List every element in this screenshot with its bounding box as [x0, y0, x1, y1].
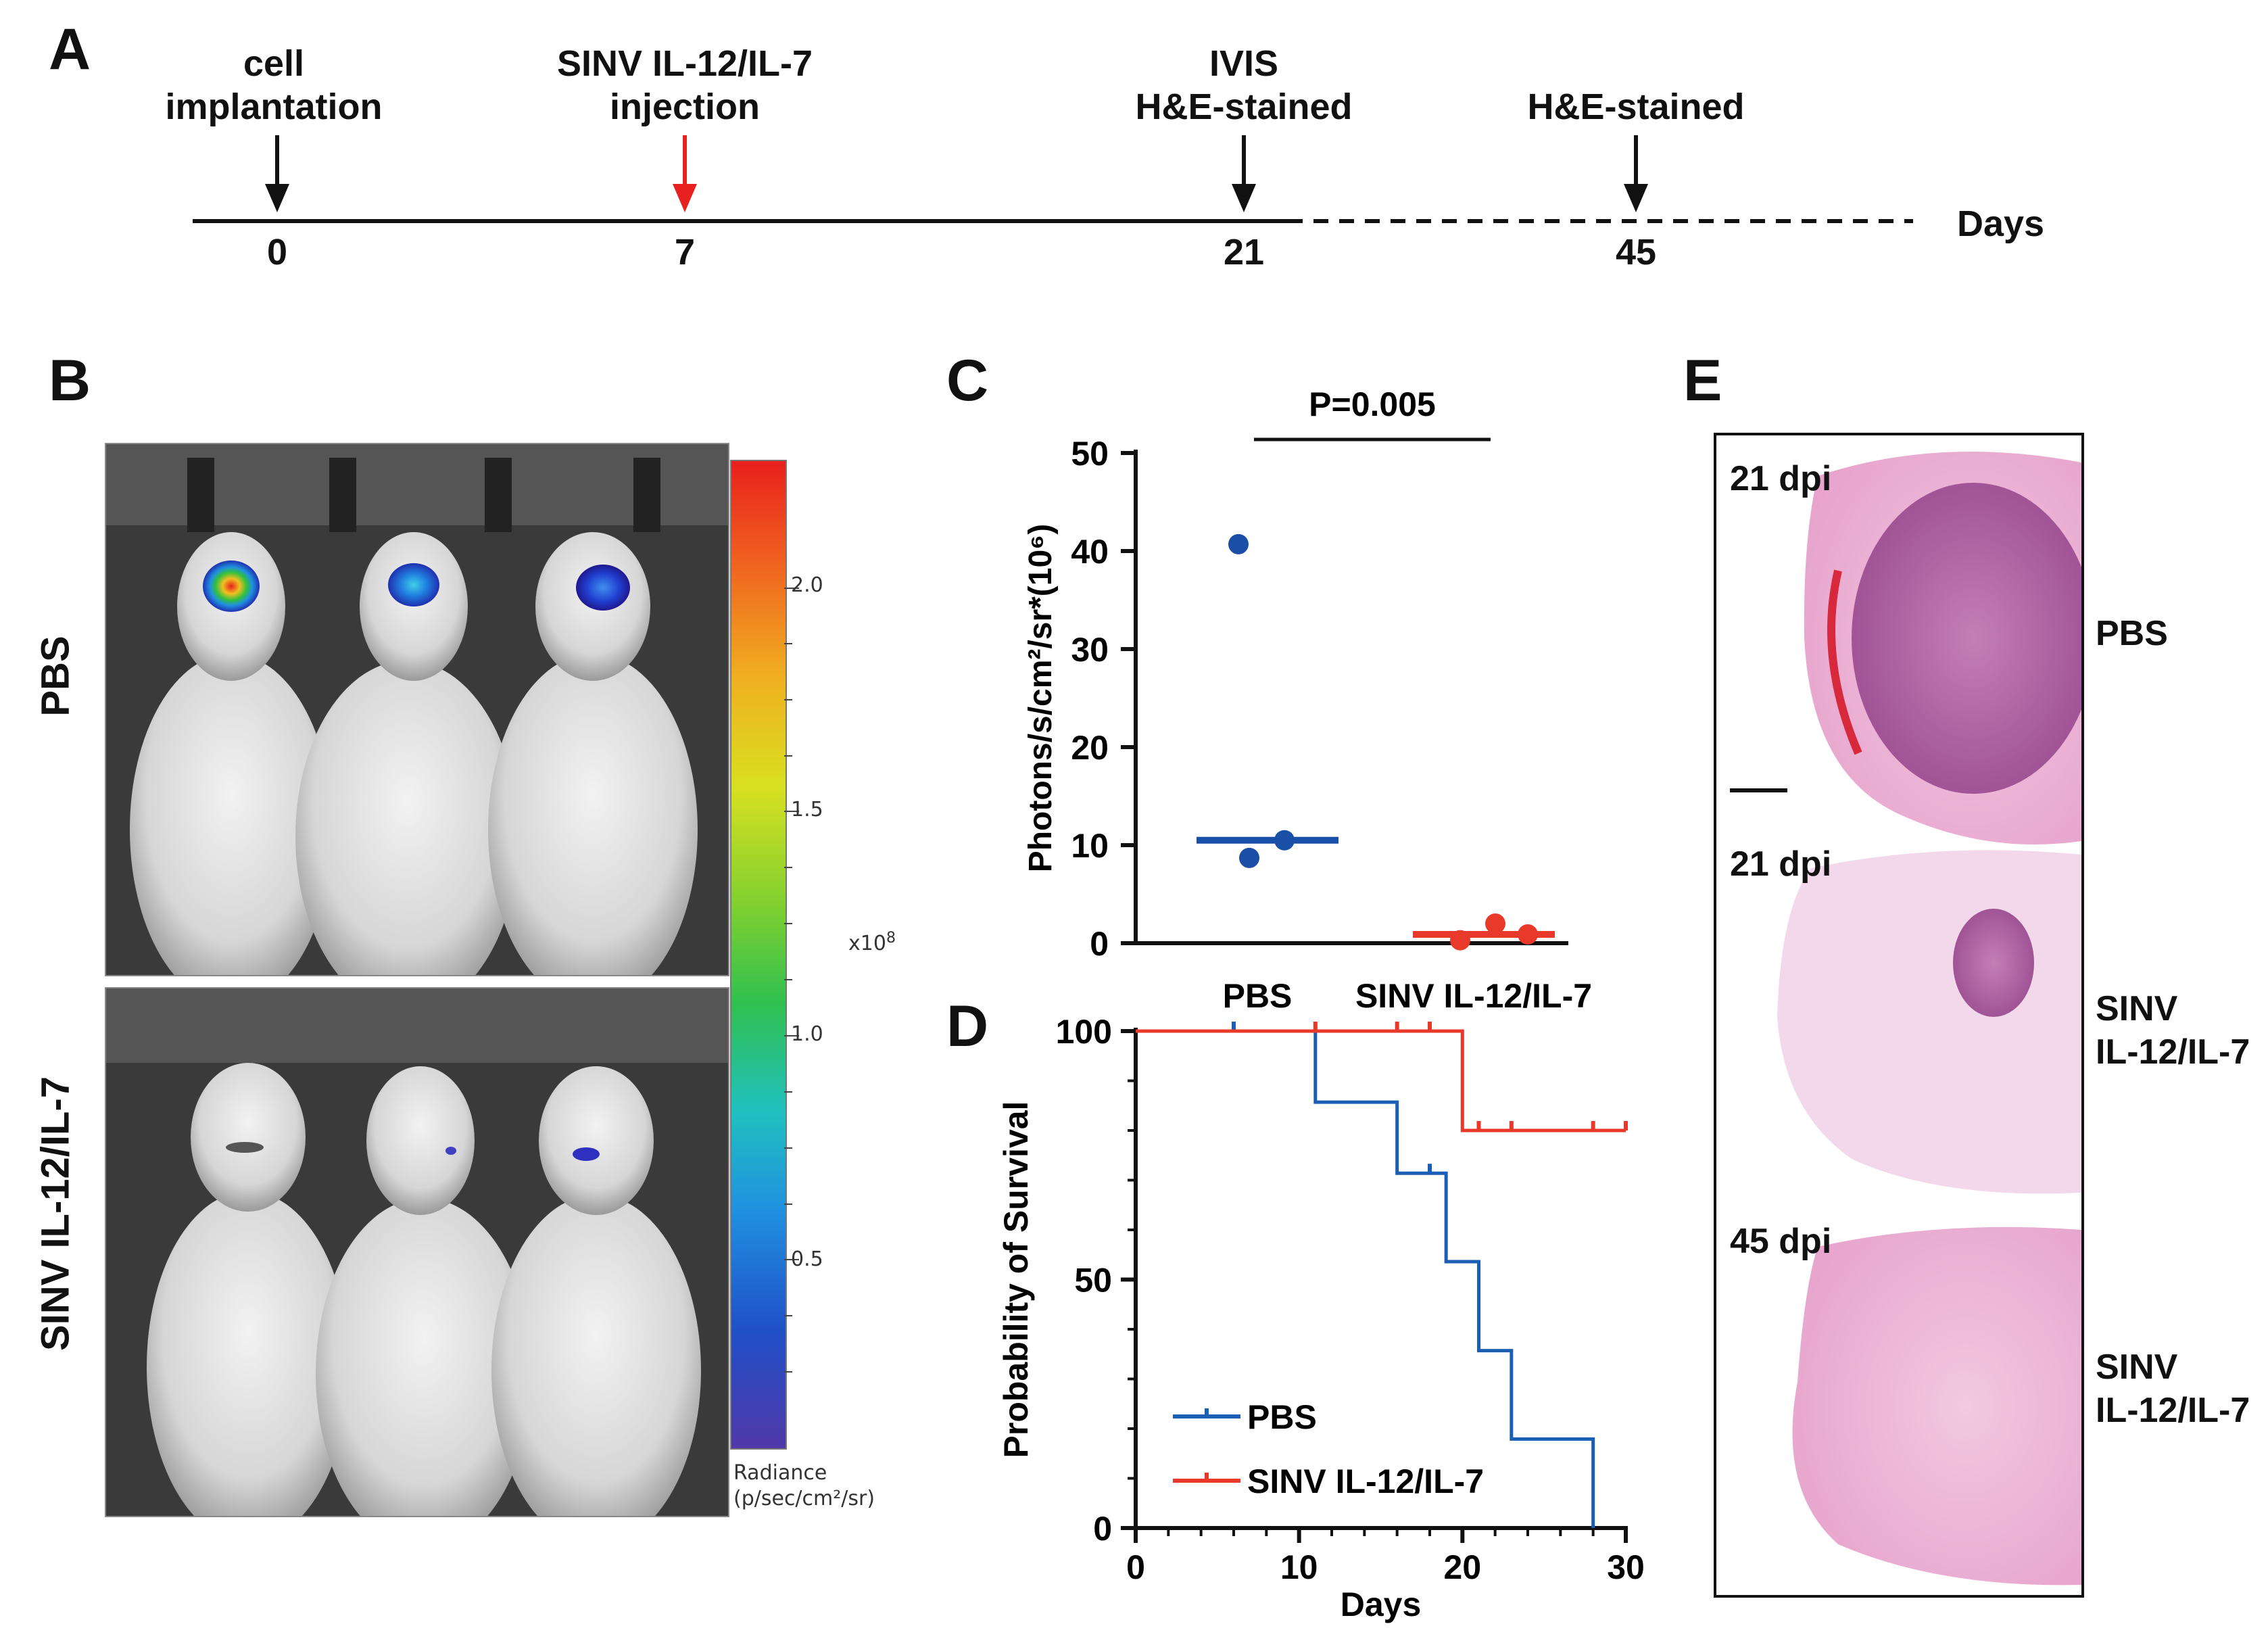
d-legend-label: SINV IL-12/IL-7	[1247, 1462, 1484, 1500]
row-label-pbs: PBS	[33, 636, 78, 717]
ivis-image-sinv	[105, 987, 729, 1517]
d-y-axis-label: Probability of Survival	[997, 1101, 1035, 1458]
colorbar-tick-1-0: 1.0	[791, 1022, 823, 1046]
timeline-tick-21: 21	[1223, 232, 1265, 272]
c-category-label: SINV IL-12/IL-7	[1355, 977, 1592, 1014]
colorbar-multiplier: x108	[848, 930, 896, 955]
c-data-point	[1450, 930, 1470, 951]
arrow-day-0	[265, 135, 289, 212]
c-pvalue: P=0.005	[1309, 385, 1436, 423]
panel-a-letter: A	[49, 17, 91, 82]
c-data-point	[1274, 830, 1295, 851]
c-y-axis-label: Photons/s/cm²/sr*(10⁶)	[1023, 524, 1059, 873]
ivis-image-pbs	[105, 443, 729, 976]
he-group-label-2: SINV IL-12/IL-7	[2096, 989, 2250, 1072]
d-x-tick-label: 0	[1126, 1548, 1145, 1586]
chart-c: 0 10 20 30 40 50 Photons/s/cm²/sr*(10⁶) PBS SINV…	[1023, 385, 1592, 1014]
d-x-tick-label: 30	[1607, 1548, 1645, 1586]
c-y-tick-label: 30	[1071, 631, 1109, 669]
c-category-label: PBS	[1223, 977, 1293, 1014]
colorbar-tick-0-5: 0.5	[791, 1247, 823, 1271]
arrow-day-21	[1232, 135, 1256, 212]
panel-d-letter: D	[946, 994, 989, 1059]
c-y-tick-label: 40	[1071, 533, 1109, 571]
c-y-tick-label: 10	[1071, 827, 1109, 865]
he-section-sinv-21	[1777, 850, 2081, 1194]
ivis-sinv-illustration	[106, 988, 728, 1516]
timeline-tick-0: 0	[266, 232, 288, 272]
he-group-label-1: PBS	[2096, 614, 2168, 653]
panel-c-letter: C	[946, 348, 989, 413]
he-section-pbs	[1804, 452, 2095, 844]
d-x-tick-label: 10	[1280, 1548, 1318, 1586]
arrow-day-7	[673, 135, 697, 212]
colorbar-tick-2-0: 2.0	[791, 573, 823, 597]
c-data-point	[1485, 913, 1505, 934]
d-y-tick-label: 100	[1056, 1013, 1112, 1051]
he-section-sinv-45	[1792, 1226, 2081, 1586]
he-group-label-3: SINV IL-12/IL-7	[2096, 1348, 2250, 1430]
c-data-point	[1228, 533, 1249, 554]
he-illustration	[1730, 452, 2095, 1586]
chart-d: 0 10 20 30 0 50 100 Days Probability of Survival…	[997, 1013, 1645, 1623]
d-legend-label: PBS	[1247, 1398, 1317, 1436]
he-section-box: 21 dpi 21 dpi 45 dpi	[1714, 433, 2095, 1598]
timeline-tick-45: 45	[1615, 232, 1657, 272]
colorbar-tick-1-5: 1.5	[791, 798, 823, 821]
d-survival-curve	[1136, 1029, 1626, 1133]
ivis-pbs-illustration	[106, 444, 728, 975]
colorbar-title: Radiance (p/sec/cm²/sr)	[733, 1461, 875, 1510]
he-dpi-label-3: 45 dpi	[1730, 1222, 1832, 1261]
colorbar-ticks	[784, 588, 799, 1373]
panel-b-letter: B	[49, 348, 91, 413]
he-dpi-label-2: 21 dpi	[1730, 844, 1832, 884]
timeline-label-45: H&E-stained	[1527, 87, 1745, 127]
row-label-sinv: SINV IL-12/IL-7	[33, 1076, 78, 1352]
arrow-day-45	[1624, 135, 1648, 212]
d-x-tick-label: 20	[1444, 1548, 1482, 1586]
timeline-label-0: cell implantation	[165, 43, 383, 127]
timeline-axis-label: Days	[1957, 204, 2045, 244]
c-data-point	[1239, 847, 1259, 868]
colorbar-gradient	[730, 460, 787, 1450]
d-y-tick-label: 0	[1093, 1510, 1112, 1548]
c-y-tick-label: 0	[1090, 925, 1109, 963]
c-y-tick-label: 20	[1071, 729, 1109, 767]
d-x-axis-label: Days	[1341, 1586, 1422, 1623]
d-y-tick-label: 50	[1074, 1262, 1112, 1300]
he-dpi-label-1: 21 dpi	[1730, 459, 1832, 498]
panel-e-letter: E	[1683, 348, 1722, 413]
timeline-label-21: IVIS H&E-stained	[1135, 43, 1353, 127]
d-survival-curve	[1136, 1029, 1595, 1528]
c-y-tick-label: 50	[1071, 435, 1109, 473]
timeline-tick-7: 7	[674, 232, 696, 272]
timeline-label-7: SINV IL-12/IL-7 injection	[556, 43, 813, 127]
timeline-axis	[193, 135, 1913, 223]
c-data-point	[1518, 924, 1538, 945]
